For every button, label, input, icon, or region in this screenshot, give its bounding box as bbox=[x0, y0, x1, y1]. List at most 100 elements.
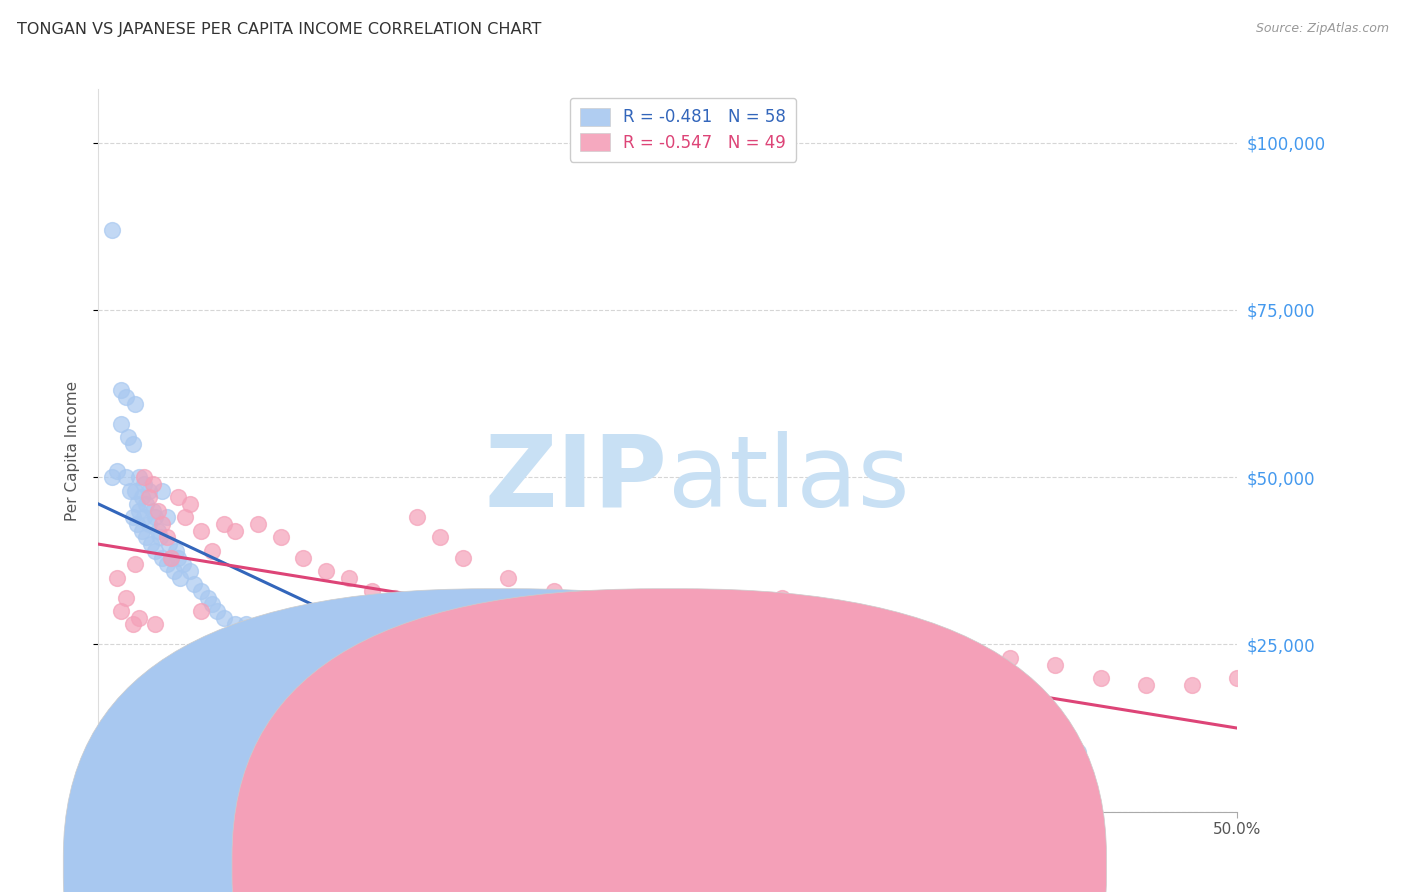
Point bbox=[124, 483, 146, 498]
Point bbox=[292, 644, 315, 658]
Point bbox=[169, 571, 191, 585]
Point bbox=[145, 543, 167, 558]
Point bbox=[1043, 657, 1066, 672]
Point bbox=[235, 617, 257, 632]
Point bbox=[270, 530, 292, 544]
Point bbox=[360, 584, 382, 599]
Point bbox=[156, 530, 179, 544]
Point bbox=[1135, 678, 1157, 692]
Point bbox=[315, 564, 337, 578]
Point bbox=[110, 417, 132, 431]
Point bbox=[212, 611, 235, 625]
Point bbox=[246, 517, 269, 532]
Point bbox=[337, 571, 360, 585]
Point bbox=[174, 510, 197, 524]
Point bbox=[498, 571, 520, 585]
Text: Source: ZipAtlas.com: Source: ZipAtlas.com bbox=[1256, 22, 1389, 36]
Point bbox=[862, 631, 884, 645]
Y-axis label: Per Capita Income: Per Capita Income bbox=[65, 380, 80, 521]
Point bbox=[1067, 744, 1090, 758]
Point bbox=[165, 543, 187, 558]
Point bbox=[451, 550, 474, 565]
Text: ZIP: ZIP bbox=[485, 431, 668, 528]
Point bbox=[1090, 671, 1112, 685]
Point bbox=[150, 517, 173, 532]
Point bbox=[588, 604, 610, 618]
Point bbox=[224, 617, 246, 632]
Point bbox=[110, 604, 132, 618]
Point bbox=[127, 517, 149, 532]
Point bbox=[124, 396, 146, 410]
Point bbox=[224, 524, 246, 538]
Point bbox=[101, 222, 124, 236]
Point bbox=[132, 470, 155, 484]
Point bbox=[1181, 678, 1204, 692]
Point bbox=[953, 644, 976, 658]
Point bbox=[117, 430, 139, 444]
Point bbox=[406, 510, 429, 524]
Point bbox=[679, 611, 702, 625]
Point bbox=[725, 617, 748, 632]
Point bbox=[179, 564, 201, 578]
Text: atlas: atlas bbox=[668, 431, 910, 528]
Point bbox=[360, 698, 382, 712]
Point bbox=[128, 503, 150, 517]
Point bbox=[815, 624, 838, 639]
Point bbox=[127, 497, 149, 511]
Point bbox=[197, 591, 219, 605]
Text: TONGAN VS JAPANESE PER CAPITA INCOME CORRELATION CHART: TONGAN VS JAPANESE PER CAPITA INCOME COR… bbox=[17, 22, 541, 37]
Point bbox=[150, 550, 173, 565]
Point bbox=[156, 557, 179, 572]
Point bbox=[770, 591, 793, 605]
Point bbox=[160, 550, 183, 565]
Point bbox=[157, 537, 180, 551]
Point bbox=[138, 483, 160, 498]
Point bbox=[190, 584, 212, 599]
Point bbox=[121, 510, 143, 524]
Point bbox=[172, 557, 194, 572]
Point bbox=[162, 564, 184, 578]
Point bbox=[259, 631, 281, 645]
Point bbox=[212, 517, 235, 532]
Point bbox=[183, 577, 205, 591]
Point bbox=[429, 530, 451, 544]
Point bbox=[142, 503, 165, 517]
Point bbox=[105, 464, 128, 478]
Point bbox=[131, 491, 153, 505]
Point bbox=[190, 604, 212, 618]
Point bbox=[205, 604, 228, 618]
Point bbox=[124, 557, 146, 572]
Point bbox=[128, 470, 150, 484]
Point bbox=[167, 550, 190, 565]
Legend: R = -0.481   N = 58, R = -0.547   N = 49: R = -0.481 N = 58, R = -0.547 N = 49 bbox=[569, 97, 796, 161]
Point bbox=[149, 530, 172, 544]
Point bbox=[201, 598, 224, 612]
Point bbox=[160, 550, 183, 565]
Point bbox=[138, 517, 160, 532]
Point bbox=[150, 483, 173, 498]
Point bbox=[543, 584, 565, 599]
Point bbox=[114, 591, 136, 605]
Point bbox=[131, 524, 153, 538]
Point bbox=[135, 530, 157, 544]
Point bbox=[998, 651, 1021, 665]
Point bbox=[384, 591, 406, 605]
Point bbox=[135, 497, 157, 511]
Point bbox=[128, 611, 150, 625]
Point bbox=[1226, 671, 1249, 685]
Point bbox=[190, 524, 212, 538]
Point bbox=[105, 571, 128, 585]
Point bbox=[120, 483, 142, 498]
Point bbox=[246, 624, 269, 639]
Point bbox=[146, 503, 169, 517]
Point bbox=[156, 510, 179, 524]
Point bbox=[121, 436, 143, 450]
Point bbox=[138, 491, 160, 505]
Point bbox=[145, 510, 167, 524]
Point bbox=[201, 543, 224, 558]
Point bbox=[634, 617, 657, 632]
Point bbox=[179, 497, 201, 511]
Text: Japanese: Japanese bbox=[696, 858, 766, 872]
Point bbox=[114, 390, 136, 404]
Point bbox=[270, 637, 292, 651]
